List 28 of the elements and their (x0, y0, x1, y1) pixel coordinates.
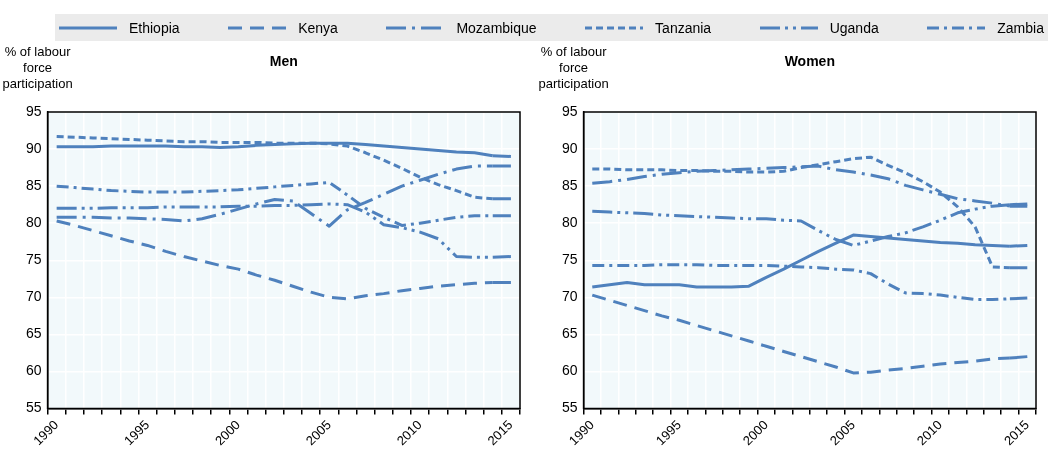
chart-title: Men (269, 52, 298, 69)
y-tick-label: 80 (25, 214, 42, 231)
y-tick-label: 95 (25, 102, 42, 119)
legend-label: Mozambique (456, 19, 537, 36)
legend-label: Tanzania (655, 19, 712, 36)
y-tick-label: 55 (25, 399, 42, 416)
y-tick-label: 80 (561, 214, 578, 231)
y-tick-label: 65 (25, 325, 42, 342)
y-tick-label: 75 (25, 251, 42, 268)
y-tick-label: 90 (561, 139, 578, 156)
y-tick-label: 60 (25, 362, 42, 379)
y-tick-label: 90 (25, 139, 42, 156)
y-tick-label: 70 (25, 288, 42, 305)
y-tick-label: 95 (561, 102, 578, 119)
chart-title: Women (784, 52, 835, 69)
y-tick-label: 85 (25, 176, 42, 193)
y-axis-title: % of labour force participation (2, 43, 73, 91)
y-tick-label: 75 (561, 251, 578, 268)
legend-label: Kenya (298, 19, 338, 36)
y-tick-label: 55 (561, 399, 578, 416)
legend-label: Ethiopia (129, 19, 180, 36)
y-tick-label: 85 (561, 176, 578, 193)
legend-label: Uganda (829, 19, 879, 36)
y-tick-label: 70 (561, 288, 578, 305)
legend-label: Zambia (997, 19, 1044, 36)
y-tick-label: 60 (561, 362, 578, 379)
y-axis-title: % of labour force participation (538, 43, 609, 91)
y-tick-label: 65 (561, 325, 578, 342)
